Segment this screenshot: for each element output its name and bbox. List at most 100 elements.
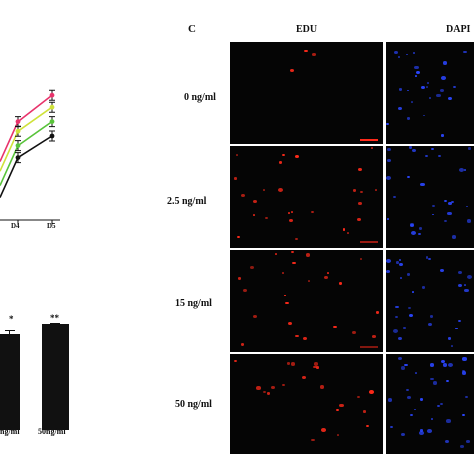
edu-nucleus (274, 252, 278, 255)
edu-nucleus (241, 193, 246, 198)
edu-nucleus (281, 384, 285, 387)
dapi-nucleus (411, 101, 414, 103)
edu-nucleus (305, 253, 311, 258)
edu-nucleus (346, 232, 349, 234)
error-cap (5, 330, 15, 331)
panel-label: C (188, 23, 196, 35)
dapi-nucleus (408, 306, 412, 310)
edu-nucleus (333, 325, 337, 329)
dapi-nucleus (462, 413, 466, 417)
dapi-nucleus (414, 65, 419, 70)
edu-nucleus (242, 288, 247, 292)
edu-nucleus (321, 428, 326, 433)
dapi-nucleus (401, 432, 405, 436)
data-point (15, 128, 21, 134)
dapi-nucleus (414, 75, 417, 77)
dapi-nucleus (441, 359, 446, 363)
edu-nucleus (358, 202, 362, 206)
dapi-nucleus (459, 168, 465, 172)
dapi-nucleus (399, 276, 403, 279)
dapi-nucleus (412, 51, 416, 54)
dapi-nucleus (412, 148, 417, 153)
dapi-nucleus (440, 89, 444, 93)
dapi-nucleus (419, 429, 424, 433)
scale-bar (360, 241, 378, 243)
dapi-nucleus (462, 357, 467, 361)
dapi-nucleus (436, 405, 440, 408)
data-point (49, 92, 55, 98)
growth-line-chart (0, 89, 60, 224)
data-point (49, 133, 55, 139)
dapi-nucleus (389, 426, 393, 429)
series-line (17, 106, 53, 132)
edu-image-15ngml (230, 250, 383, 352)
dapi-nucleus (448, 201, 452, 205)
dapi-nucleus (466, 440, 470, 443)
dapi-nucleus (432, 204, 436, 207)
edu-nucleus (319, 385, 325, 390)
dapi-nucleus (398, 337, 402, 341)
bar-annotation: * (9, 314, 14, 324)
dapi-nucleus (414, 408, 417, 411)
dapi-nucleus (441, 76, 446, 80)
edu-nucleus (310, 210, 315, 214)
dapi-nucleus (418, 226, 423, 230)
dapi-nucleus (463, 50, 467, 54)
row-label: 2.5 ng/ml (167, 196, 207, 207)
dapi-nucleus (464, 288, 469, 293)
dapi-nucleus (451, 201, 454, 203)
dapi-nucleus (457, 319, 461, 323)
edu-nucleus (233, 177, 238, 180)
edu-nucleus (290, 211, 293, 214)
dapi-nucleus (466, 205, 469, 208)
dapi-nucleus (447, 211, 452, 216)
dapi-nucleus (394, 316, 398, 319)
edu-nucleus (311, 438, 315, 442)
dapi-nucleus (406, 389, 409, 392)
dapi-nucleus (445, 440, 450, 444)
row-label: 50 ng/ml (175, 399, 212, 410)
dapi-nucleus (420, 182, 425, 187)
bar-annotation: ** (50, 313, 59, 323)
dapi-nucleus (410, 230, 416, 235)
edu-nucleus (303, 337, 308, 341)
edu-nucleus (372, 335, 376, 338)
dapi-nucleus (406, 117, 410, 120)
data-point (15, 119, 21, 124)
dapi-nucleus (399, 262, 404, 267)
edu-image-2-5ngml (230, 146, 383, 248)
dapi-nucleus (406, 175, 410, 179)
dapi-nucleus (411, 291, 414, 294)
dapi-nucleus (439, 402, 444, 406)
dapi-nucleus (428, 323, 432, 327)
data-point (49, 104, 55, 110)
dapi-nucleus (410, 223, 414, 227)
edu-nucleus (271, 386, 275, 390)
dapi-nucleus (409, 146, 413, 149)
edu-nucleus (342, 228, 346, 231)
series-line (0, 157, 19, 198)
edu-nucleus (292, 261, 296, 265)
dapi-nucleus (462, 371, 467, 375)
edu-nucleus (290, 69, 295, 73)
dapi-image-15ngml (386, 250, 474, 352)
edu-nucleus (250, 265, 255, 270)
data-point (15, 155, 21, 160)
row-divider (230, 248, 474, 250)
bar-category-label: ng/ml (0, 427, 20, 436)
edu-nucleus (369, 389, 375, 394)
dapi-nucleus (447, 96, 453, 101)
edu-nucleus (235, 153, 238, 156)
series-line (17, 120, 53, 147)
edu-nucleus (262, 390, 266, 394)
scale-bar (360, 346, 378, 348)
dapi-nucleus (387, 158, 392, 162)
column-header-dapi: DAPI (446, 24, 471, 35)
series-line (0, 130, 19, 172)
dapi-nucleus (428, 96, 432, 99)
series-line (0, 121, 19, 162)
dapi-nucleus (436, 93, 441, 98)
dapi-nucleus (386, 259, 392, 264)
row-label: 0 ng/ml (184, 92, 216, 103)
data-point (15, 143, 21, 148)
